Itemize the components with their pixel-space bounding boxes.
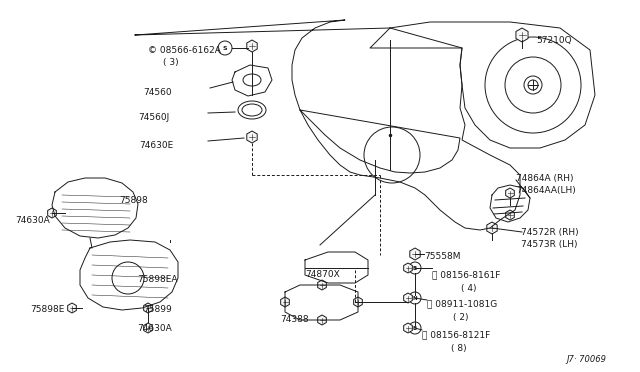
Text: © 08566-6162A: © 08566-6162A — [148, 46, 221, 55]
Polygon shape — [247, 40, 257, 52]
Text: ( 8): ( 8) — [451, 344, 467, 353]
Polygon shape — [317, 315, 326, 325]
Polygon shape — [143, 323, 152, 333]
Polygon shape — [47, 208, 56, 218]
Polygon shape — [247, 131, 257, 143]
Text: 75898EA: 75898EA — [137, 275, 177, 284]
Text: ( 3): ( 3) — [163, 58, 179, 67]
Text: 74572R (RH): 74572R (RH) — [521, 228, 579, 237]
Text: 74864AA(LH): 74864AA(LH) — [516, 186, 576, 195]
Polygon shape — [404, 263, 412, 273]
Text: S: S — [223, 45, 227, 51]
Text: 74573R (LH): 74573R (LH) — [521, 240, 577, 249]
Polygon shape — [281, 297, 289, 307]
Text: 75898E: 75898E — [30, 305, 65, 314]
Text: 75898: 75898 — [119, 196, 148, 205]
Polygon shape — [317, 280, 326, 290]
Text: Ⓝ 08911-1081G: Ⓝ 08911-1081G — [427, 299, 497, 308]
Text: B: B — [413, 326, 417, 330]
Polygon shape — [404, 293, 412, 303]
Text: B: B — [413, 266, 417, 270]
Text: 74864A (RH): 74864A (RH) — [516, 174, 573, 183]
Text: 74630A: 74630A — [15, 216, 50, 225]
Text: 74560J: 74560J — [138, 113, 169, 122]
Text: 74630A: 74630A — [137, 324, 172, 333]
Text: 74870X: 74870X — [305, 270, 340, 279]
Text: 74630E: 74630E — [139, 141, 173, 150]
Polygon shape — [506, 210, 515, 220]
Text: 74560: 74560 — [143, 88, 172, 97]
Text: 74388: 74388 — [280, 315, 308, 324]
Polygon shape — [68, 303, 76, 313]
Polygon shape — [487, 222, 497, 234]
Text: N: N — [413, 295, 417, 301]
Text: ( 4): ( 4) — [461, 284, 477, 293]
Polygon shape — [516, 28, 528, 42]
Polygon shape — [404, 323, 412, 333]
Polygon shape — [506, 188, 515, 198]
Text: Ⓑ 08156-8121F: Ⓑ 08156-8121F — [422, 330, 490, 339]
Text: J7· 70069: J7· 70069 — [566, 355, 606, 364]
Text: 75899: 75899 — [143, 305, 172, 314]
Polygon shape — [354, 297, 362, 307]
Text: 75558M: 75558M — [424, 252, 461, 261]
Text: 57210Q: 57210Q — [536, 36, 572, 45]
Text: ( 2): ( 2) — [453, 313, 468, 322]
Polygon shape — [143, 303, 152, 313]
Polygon shape — [410, 248, 420, 260]
Text: Ⓑ 08156-8161F: Ⓑ 08156-8161F — [432, 270, 500, 279]
